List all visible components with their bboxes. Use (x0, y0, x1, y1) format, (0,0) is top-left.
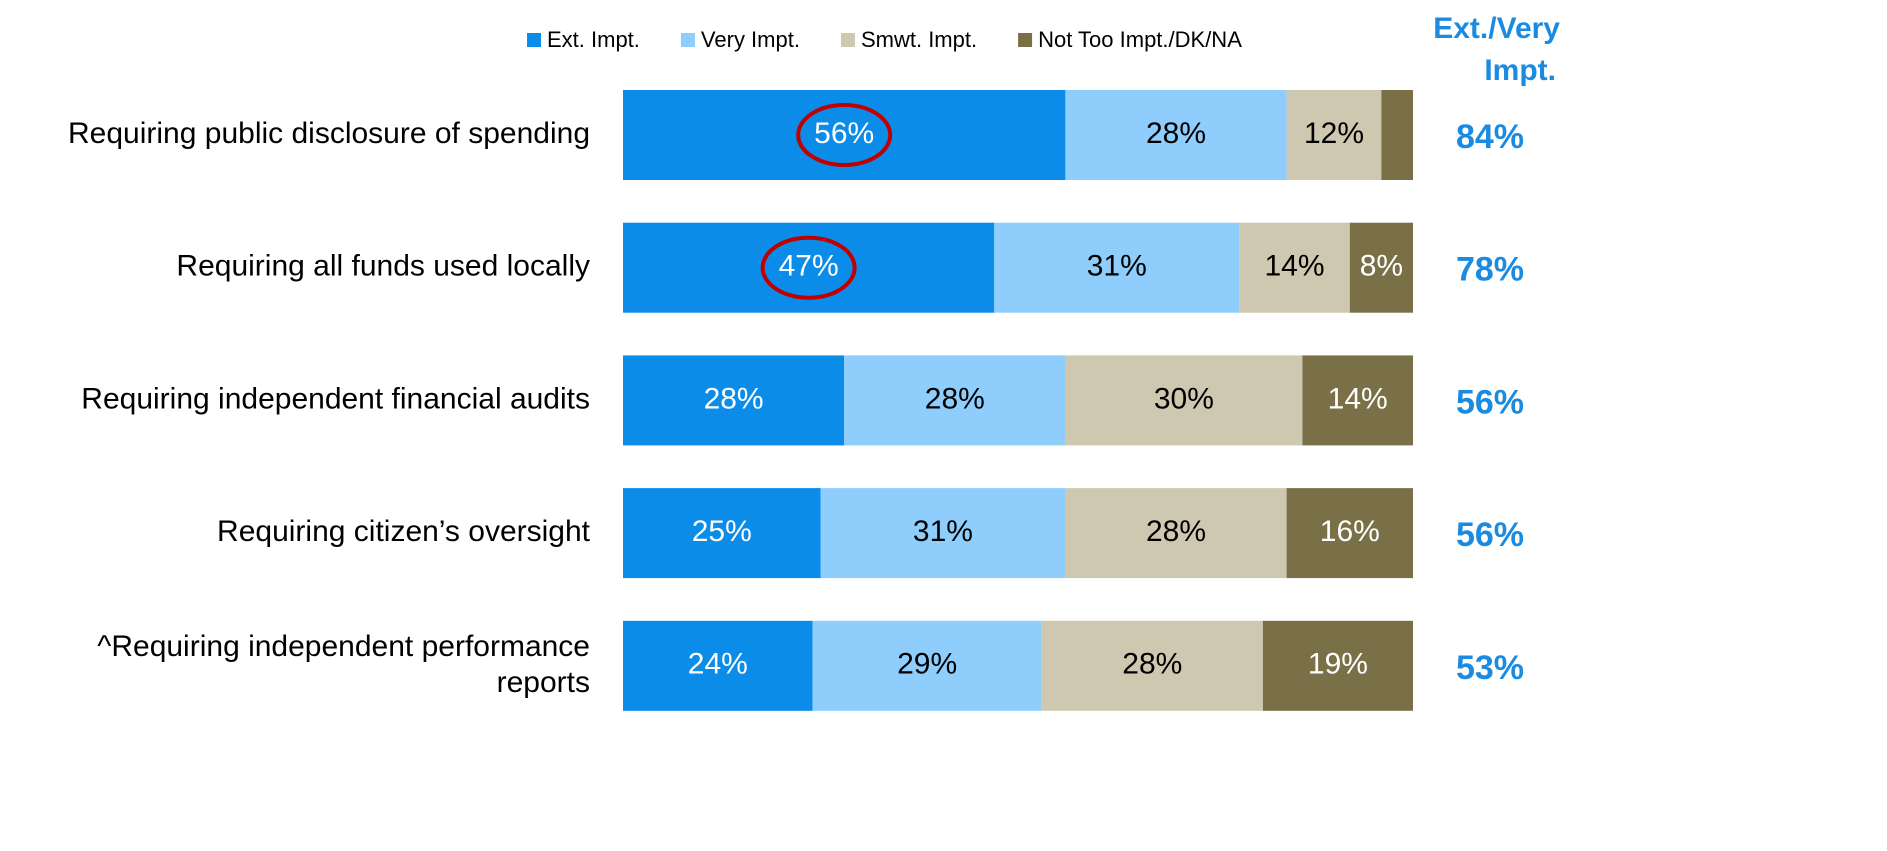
net-header: Ext./Very (1433, 12, 1560, 45)
net-value: 84% (1456, 118, 1524, 156)
bar-segment (1065, 488, 1287, 579)
legend-label: Very Impt. (701, 27, 800, 52)
bar-segment (1262, 620, 1413, 711)
bar-segment (623, 620, 813, 711)
net-value: 56% (1456, 516, 1524, 554)
value-label: 19% (1308, 648, 1368, 681)
legend-swatch (527, 33, 541, 47)
bar-segment (1286, 90, 1382, 180)
value-label: 14% (1264, 250, 1324, 283)
bar-segment (623, 355, 845, 446)
category-label: Requiring independent financial audits (81, 382, 590, 415)
legend-label: Smwt. Impt. (861, 27, 977, 52)
value-label: 30% (1154, 382, 1214, 415)
bar-segment (1065, 90, 1287, 180)
value-label: 25% (692, 515, 752, 548)
value-label: 56% (814, 117, 874, 150)
value-label: 14% (1328, 382, 1388, 415)
value-label: 31% (913, 515, 973, 548)
net-value: 78% (1456, 251, 1524, 289)
bar-segment (623, 488, 821, 579)
value-label: 8% (1360, 250, 1403, 283)
category-label: Requiring citizen’s oversight (217, 515, 591, 548)
value-label: 16% (1320, 515, 1380, 548)
category-label: Requiring public disclosure of spending (68, 117, 590, 150)
value-label: 12% (1304, 117, 1364, 150)
bar-segment (812, 620, 1042, 711)
legend-swatch (1018, 33, 1033, 47)
net-value: 53% (1456, 649, 1524, 687)
value-label: 28% (1146, 117, 1206, 150)
bar-segment (994, 222, 1240, 313)
value-label: 31% (1087, 250, 1147, 283)
legend-label: Not Too Impt./DK/NA (1038, 27, 1242, 52)
bar-segment (820, 488, 1066, 579)
bar-segment (844, 355, 1066, 446)
value-label: 29% (897, 648, 957, 681)
value-label: 24% (688, 648, 748, 681)
value-label: 28% (1122, 648, 1182, 681)
value-label: 47% (779, 250, 839, 283)
bar-segment (1381, 90, 1413, 180)
value-label: 28% (704, 382, 764, 415)
value-label: 28% (1146, 515, 1206, 548)
net-value: 56% (1456, 383, 1524, 421)
bar-segment (1239, 222, 1350, 313)
legend-label: Ext. Impt. (547, 27, 640, 52)
value-label: 28% (925, 382, 985, 415)
net-header: Impt. (1484, 54, 1556, 87)
highlight-circle (796, 103, 893, 167)
bar-segment (1349, 222, 1413, 313)
bar-segment (1065, 355, 1303, 446)
category-label: Requiring all funds used locally (176, 250, 590, 283)
bar-segment (1286, 488, 1413, 579)
bar-segment (1041, 620, 1263, 711)
highlight-circle (760, 235, 857, 300)
category-label: ^Requiring independent performance report… (97, 630, 590, 699)
bar-segment (1302, 355, 1413, 446)
legend-swatch (840, 33, 855, 47)
legend-swatch (680, 33, 695, 47)
